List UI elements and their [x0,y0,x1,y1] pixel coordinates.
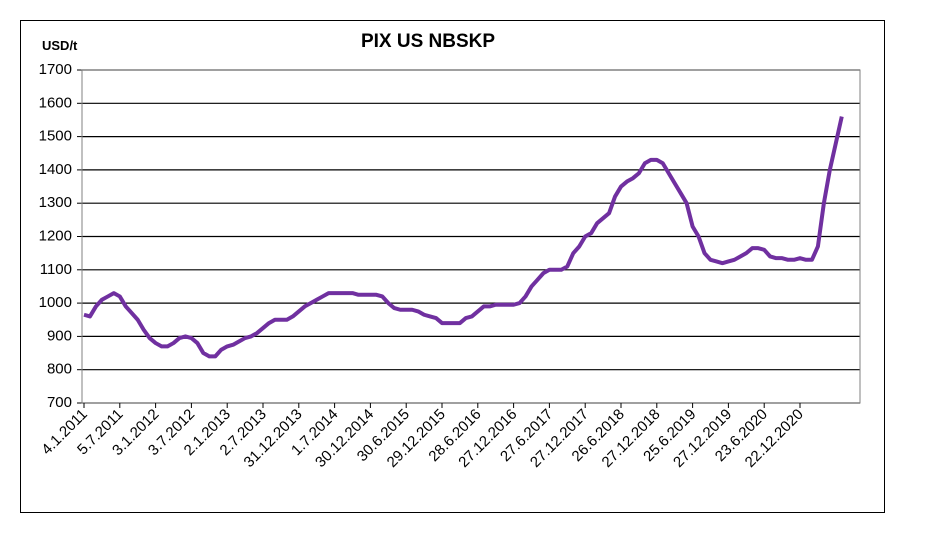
y-tick-label: 800 [47,361,72,378]
y-tick-label: 1500 [39,128,72,145]
line [83,116,844,359]
y-tick-label: 1700 [39,61,72,78]
y-tick-label: 1100 [40,261,72,278]
chart-border [20,20,885,513]
y-tick-label: 1400 [39,161,72,178]
y-tick-label: 700 [47,394,72,411]
y-tick-label: 1600 [39,94,72,111]
y-tick-label: 1300 [39,194,72,211]
y-axis-label: USD/t [42,38,78,53]
y-tick-label: 1200 [39,227,72,244]
y-tick-label: 900 [47,327,72,344]
y-tick-label: 1000 [39,294,72,311]
chart-title: PIX US NBSKP [361,31,495,52]
plot-border [81,69,861,404]
